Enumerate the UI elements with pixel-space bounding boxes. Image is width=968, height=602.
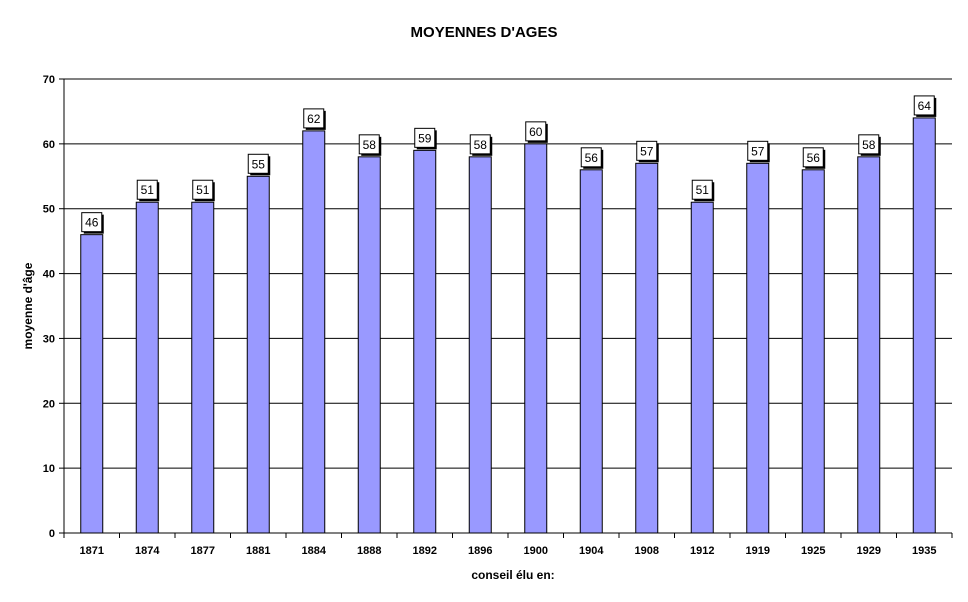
data-label: 56 bbox=[807, 151, 821, 165]
bar-1912 bbox=[690, 201, 714, 534]
bar-1884 bbox=[302, 130, 326, 534]
data-label-box bbox=[580, 147, 602, 168]
y-tick-label: 40 bbox=[43, 269, 55, 281]
x-tick-label: 1919 bbox=[746, 545, 770, 557]
y-axis-ticks: 0 10 20 30 40 50 60 70 bbox=[43, 74, 64, 540]
y-tick-label: 30 bbox=[43, 333, 55, 345]
data-label-box bbox=[469, 134, 491, 155]
data-label-box bbox=[747, 140, 769, 161]
data-label-box bbox=[192, 179, 214, 200]
x-tick-label: 1874 bbox=[135, 545, 160, 557]
x-tick-label: 1888 bbox=[357, 545, 381, 557]
bar-1908 bbox=[635, 162, 659, 534]
bar-1892 bbox=[413, 149, 437, 534]
x-tick-label: 1877 bbox=[191, 545, 215, 557]
bar-1896 bbox=[468, 156, 492, 534]
data-label: 51 bbox=[196, 183, 210, 197]
bar-1871 bbox=[80, 234, 104, 534]
data-label: 56 bbox=[585, 151, 599, 165]
data-label-box bbox=[247, 153, 269, 174]
x-tick-label: 1884 bbox=[302, 545, 327, 557]
data-label-box bbox=[81, 212, 103, 233]
data-labels: 46 51 51 55 62 58 59 58 60 56 57 51 57 56 58 64 bbox=[81, 95, 937, 234]
bar-1919 bbox=[746, 162, 770, 534]
x-tick-label: 1925 bbox=[801, 545, 825, 557]
data-label: 55 bbox=[252, 157, 266, 171]
data-label: 51 bbox=[696, 183, 710, 197]
data-label: 57 bbox=[640, 144, 654, 158]
bar-1925 bbox=[801, 169, 825, 534]
data-label: 62 bbox=[307, 112, 321, 126]
bar-1874 bbox=[135, 201, 159, 534]
data-label-box bbox=[858, 134, 880, 155]
data-label-box bbox=[136, 179, 158, 200]
x-axis-label: conseil élu en: bbox=[471, 568, 554, 582]
x-tick-label: 1871 bbox=[80, 545, 104, 557]
data-label-box bbox=[913, 95, 935, 116]
x-tick-label: 1904 bbox=[579, 545, 604, 557]
data-label-box bbox=[414, 127, 436, 148]
bar-1929 bbox=[857, 156, 881, 534]
data-label-box bbox=[636, 140, 658, 161]
data-label: 58 bbox=[862, 138, 876, 152]
y-tick-label: 20 bbox=[43, 398, 55, 410]
bar-1935 bbox=[912, 117, 936, 534]
data-label-box bbox=[802, 147, 824, 168]
x-tick-label: 1935 bbox=[912, 545, 936, 557]
y-tick-label: 60 bbox=[43, 139, 55, 151]
data-label-box bbox=[303, 108, 325, 129]
bar-1877 bbox=[191, 201, 215, 534]
bar-1900 bbox=[524, 143, 548, 534]
data-label: 58 bbox=[363, 138, 377, 152]
data-label: 57 bbox=[751, 144, 765, 158]
y-axis-label: moyenne d'âge bbox=[21, 262, 35, 349]
x-tick-label: 1896 bbox=[468, 545, 492, 557]
bars bbox=[80, 117, 936, 534]
data-label-box bbox=[691, 179, 713, 200]
bar-1904 bbox=[579, 169, 603, 534]
x-tick-label: 1929 bbox=[857, 545, 881, 557]
data-label: 59 bbox=[418, 131, 432, 145]
data-label: 64 bbox=[918, 99, 932, 113]
x-tick-label: 1900 bbox=[524, 545, 548, 557]
x-tick-label: 1912 bbox=[690, 545, 714, 557]
data-label: 51 bbox=[141, 183, 155, 197]
data-label-box bbox=[525, 121, 547, 142]
y-tick-label: 70 bbox=[43, 74, 55, 86]
bar-1881 bbox=[246, 175, 270, 534]
x-tick-label: 1881 bbox=[246, 545, 270, 557]
y-tick-label: 50 bbox=[43, 204, 55, 216]
data-label: 46 bbox=[85, 216, 99, 230]
data-label: 60 bbox=[529, 125, 543, 139]
data-label-box bbox=[358, 134, 380, 155]
bar-1888 bbox=[357, 156, 381, 534]
y-tick-label: 0 bbox=[49, 528, 55, 540]
x-tick-label: 1908 bbox=[635, 545, 659, 557]
x-tick-label: 1892 bbox=[413, 545, 437, 557]
x-axis-ticks: 1871 1874 1877 1881 1884 1888 1892 1896 1900 1904… bbox=[63, 533, 953, 557]
y-tick-label: 10 bbox=[43, 463, 55, 475]
data-label: 58 bbox=[474, 138, 488, 152]
chart-title: MOYENNES D'AGES bbox=[411, 24, 558, 41]
